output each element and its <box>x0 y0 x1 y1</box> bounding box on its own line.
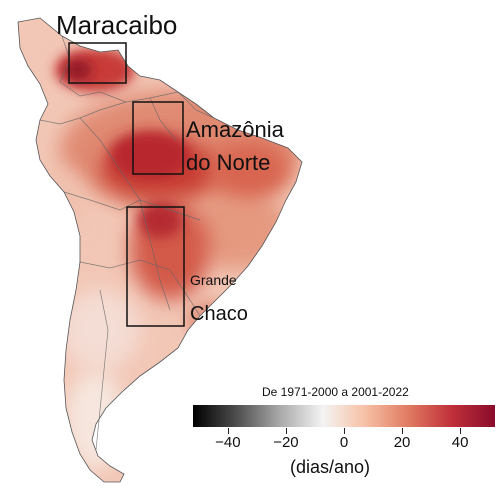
label-amazonia-line2: do Norte <box>186 150 271 175</box>
legend-tick-mark <box>227 428 229 434</box>
label-chaco-line2: Chaco <box>190 303 248 325</box>
label-amazonia-line1: Amazônia <box>186 117 284 142</box>
label-maracaibo: Maracaibo <box>56 10 178 40</box>
legend-tick-mark <box>344 428 345 434</box>
legend-tick-label: 20 <box>393 434 411 451</box>
legend-unit: (dias/ano) <box>290 457 371 477</box>
legend-tick-label: −40 <box>215 434 241 451</box>
legend-tick-mark <box>285 428 287 434</box>
legend-tick-label: 0 <box>339 434 349 451</box>
legend-colorbar <box>193 405 495 427</box>
maracaibo-box <box>68 42 127 84</box>
region-boxes <box>68 42 185 327</box>
amazonia-box <box>132 101 184 175</box>
legend-tick-label: −20 <box>273 434 299 451</box>
legend-title: De 1971-2000 a 2001-2022 <box>262 385 409 399</box>
legend-tick-mark <box>402 428 404 434</box>
label-chaco-line1: Grande <box>190 272 237 288</box>
legend-tick-label: 40 <box>451 434 469 451</box>
legend-tick-mark <box>460 428 462 434</box>
chaco-box <box>126 206 185 327</box>
